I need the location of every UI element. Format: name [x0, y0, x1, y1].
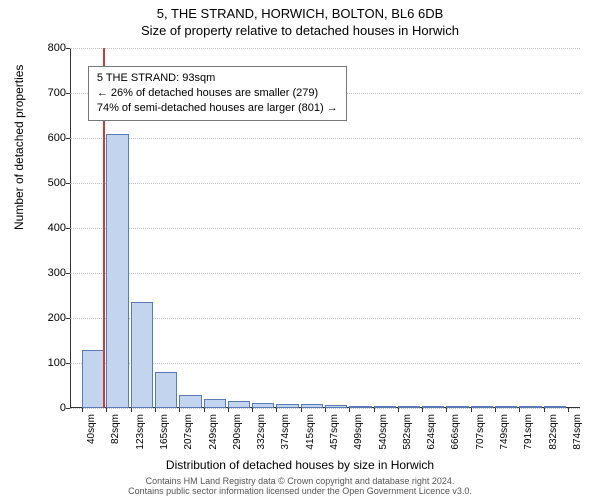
histogram-bar [544, 406, 566, 408]
info-box: 5 THE STRAND: 93sqm← 26% of detached hou… [88, 66, 347, 121]
histogram-bar [228, 401, 250, 408]
histogram-bar [179, 395, 201, 409]
histogram-bar [204, 399, 226, 408]
x-tick-label: 40sqm [86, 414, 97, 444]
x-tick-label: 832sqm [548, 414, 559, 450]
histogram-bar [422, 406, 444, 408]
x-tick-label: 582sqm [402, 414, 413, 450]
x-tick-label: 374sqm [280, 414, 291, 450]
x-tick-label: 249sqm [208, 414, 219, 450]
x-tick-label: 874sqm [572, 414, 583, 450]
histogram-bar [398, 406, 420, 408]
histogram-bar [82, 350, 104, 409]
histogram-bar [374, 406, 396, 408]
gridline [70, 138, 580, 139]
x-tick-label: 791sqm [523, 414, 534, 450]
histogram-bar [446, 406, 468, 408]
footnote-line2: Contains public sector information licen… [0, 486, 600, 496]
gridline [70, 273, 580, 274]
histogram-bar [495, 406, 517, 408]
plot-area: 010020030040050060070080040sqm82sqm123sq… [70, 48, 580, 408]
chart-title-line2: Size of property relative to detached ho… [0, 21, 600, 38]
y-tick-label: 400 [26, 222, 66, 234]
gridline [70, 183, 580, 184]
x-tick-label: 499sqm [353, 414, 364, 450]
x-tick-label: 165sqm [159, 414, 170, 450]
info-box-line: 5 THE STRAND: 93sqm [97, 71, 338, 86]
y-tick-label: 800 [26, 42, 66, 54]
histogram-bar [276, 404, 298, 409]
histogram-bar [519, 406, 541, 408]
info-box-line: ← 26% of detached houses are smaller (27… [97, 86, 338, 101]
x-axis-label: Distribution of detached houses by size … [0, 458, 600, 472]
y-tick-label: 700 [26, 87, 66, 99]
gridline [70, 48, 580, 49]
histogram-bar [325, 405, 347, 408]
y-tick-label: 200 [26, 312, 66, 324]
histogram-bar [252, 403, 274, 408]
histogram-bar [301, 404, 323, 408]
x-tick-label: 290sqm [232, 414, 243, 450]
y-tick-label: 300 [26, 267, 66, 279]
info-box-line: 74% of semi-detached houses are larger (… [97, 101, 338, 116]
y-tick-label: 0 [26, 402, 66, 414]
x-tick-label: 82sqm [110, 414, 121, 444]
histogram-bar [155, 372, 177, 408]
x-tick-label: 624sqm [426, 414, 437, 450]
y-tick-label: 500 [26, 177, 66, 189]
x-tick-label: 415sqm [305, 414, 316, 450]
footnote: Contains HM Land Registry data © Crown c… [0, 476, 600, 496]
histogram-bar [471, 406, 493, 408]
x-tick-label: 123sqm [135, 414, 146, 450]
x-tick-label: 332sqm [256, 414, 267, 450]
x-tick-label: 540sqm [378, 414, 389, 450]
chart-title-line1: 5, THE STRAND, HORWICH, BOLTON, BL6 6DB [0, 0, 600, 21]
y-tick-label: 600 [26, 132, 66, 144]
x-tick-label: 457sqm [329, 414, 340, 450]
y-axis-label: Number of detached properties [12, 65, 26, 230]
chart-container: 5, THE STRAND, HORWICH, BOLTON, BL6 6DB … [0, 0, 600, 500]
x-tick-label: 207sqm [183, 414, 194, 450]
y-tick-label: 100 [26, 357, 66, 369]
histogram-bar [106, 134, 128, 409]
x-tick-label: 749sqm [499, 414, 510, 450]
footnote-line1: Contains HM Land Registry data © Crown c… [0, 476, 600, 486]
x-tick-label: 707sqm [475, 414, 486, 450]
histogram-bar [131, 302, 153, 408]
gridline [70, 228, 580, 229]
x-tick-label: 666sqm [450, 414, 461, 450]
histogram-bar [349, 406, 371, 408]
